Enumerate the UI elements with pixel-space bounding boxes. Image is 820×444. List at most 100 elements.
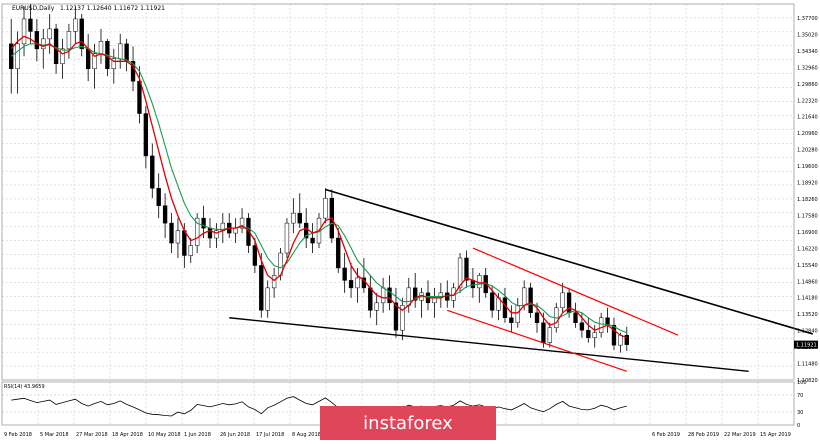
watermark-box [320, 406, 496, 440]
candle-body [387, 287, 392, 304]
x-tick-label: 27 Mar 2018 [76, 432, 108, 438]
candle-body [188, 245, 193, 256]
candle-body [259, 265, 264, 311]
x-tick-label: 5 Mar 2018 [40, 432, 69, 438]
candle-body [304, 222, 309, 239]
y-tick-label: 1.13520 [797, 312, 818, 318]
candle-body [374, 302, 379, 311]
rsi-tick-label: 100 [797, 380, 807, 386]
candle-body [34, 31, 40, 50]
candle-body [355, 277, 360, 289]
y-tick-label: 1.11480 [797, 362, 818, 368]
candle-body [47, 28, 52, 40]
candle-body [66, 31, 72, 50]
watermark-text: instaforex [363, 413, 453, 434]
rsi-line [11, 396, 627, 417]
candle-body [522, 287, 527, 306]
candle-body [207, 227, 213, 239]
candle-body [201, 217, 206, 229]
candle-body [175, 230, 181, 244]
candle-body [98, 41, 104, 55]
candle-body [618, 334, 623, 346]
candle-body [169, 222, 174, 244]
rsi-tick-label: 70 [797, 393, 803, 399]
y-tick-label: 1.21640 [797, 115, 818, 121]
x-tick-label: 15 Apr 2019 [760, 432, 791, 438]
wedge-lower-line [229, 317, 749, 372]
y-tick-label: 1.16220 [797, 246, 818, 252]
candle-body [400, 305, 405, 331]
candle-body [297, 212, 302, 224]
candle-body [111, 58, 116, 69]
wedge-upper-line [325, 188, 813, 335]
candle-body [457, 257, 463, 289]
ohlc-header: 1.12137 1.12640 1.11672 1.11921 [60, 5, 165, 12]
x-tick-label: 9 Feb 2018 [4, 432, 32, 438]
candle-body [464, 257, 469, 281]
x-tick-label: 17 Jul 2018 [256, 432, 284, 438]
candle-body [246, 217, 251, 246]
candle-body [573, 312, 578, 323]
candle-body [252, 245, 258, 266]
y-tick-label: 1.12840 [797, 329, 818, 335]
candle-body [60, 48, 65, 65]
candle-body [310, 237, 315, 244]
y-tick-label: 1.15540 [797, 263, 818, 269]
candle-body [21, 18, 27, 45]
x-tick-label: 6 Feb 2019 [652, 432, 680, 438]
candle-body [489, 292, 495, 311]
channel-upper-line [472, 247, 679, 336]
x-tick-label: 26 Jun 2018 [220, 432, 250, 438]
candle-body [566, 292, 572, 314]
y-tick-label: 1.17580 [797, 213, 818, 219]
price-panel-frame [1, 3, 795, 381]
channel-lower-line [447, 309, 627, 372]
candle-body [541, 322, 546, 343]
y-tick-label: 1.22320 [797, 98, 818, 104]
y-tick-label: 1.14860 [797, 279, 818, 285]
y-tick-label: 1.19600 [797, 164, 818, 170]
candle-body [194, 217, 200, 246]
candle-body [143, 113, 149, 157]
candle-body [162, 205, 168, 224]
candle-body [284, 222, 290, 254]
candle-body [477, 275, 482, 289]
rsi-tick-label: 0 [797, 423, 800, 429]
candle-body [79, 18, 84, 50]
y-tick-label: 1.37700 [797, 16, 818, 22]
candle-body [592, 332, 597, 338]
current-price-label: 1.11921 [796, 343, 817, 349]
candle-body [515, 305, 520, 323]
candle-body [118, 43, 123, 60]
candle-body [265, 287, 270, 311]
candle-body [432, 297, 437, 304]
candle-body [271, 275, 277, 289]
candle-body [291, 212, 296, 224]
ma-fast-line [10, 35, 628, 339]
y-tick-label: 1.18920 [797, 181, 818, 187]
candle-body [336, 237, 341, 269]
candle-body [413, 287, 418, 301]
candle-body [28, 18, 33, 32]
x-tick-label: 22 Mar 2019 [724, 432, 756, 438]
y-tick-label: 1.10820 [797, 378, 818, 384]
candle-body [156, 188, 161, 206]
candle-body [73, 18, 78, 32]
x-tick-label: 18 Apr 2018 [112, 432, 143, 438]
candle-body [53, 28, 59, 65]
symbol-header: EURUSD,Daily [12, 5, 55, 12]
candle-body [214, 230, 219, 239]
candle-body [150, 155, 155, 189]
candle-body [624, 334, 629, 345]
y-tick-label: 1.14180 [797, 296, 818, 302]
watermark: instaforex [320, 406, 496, 440]
candle-body [534, 312, 540, 323]
x-tick-label: 8 Aug 2018 [292, 432, 321, 438]
y-tick-label: 1.32960 [797, 65, 818, 71]
candle-body [233, 227, 238, 234]
rsi-tick-label: 30 [797, 410, 803, 416]
x-tick-label: 1 Jun 2018 [184, 432, 211, 438]
